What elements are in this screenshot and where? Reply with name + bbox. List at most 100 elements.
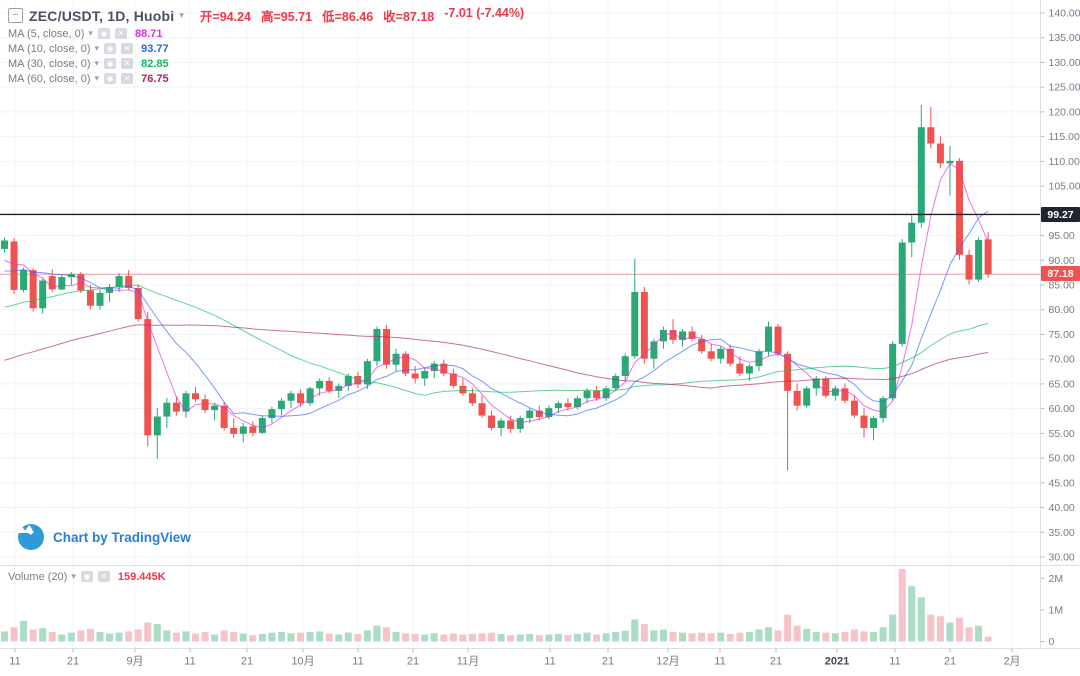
ma5-value: 88.71	[134, 27, 163, 40]
svg-text:21: 21	[944, 656, 956, 668]
svg-text:1M: 1M	[1049, 604, 1064, 616]
svg-text:35.00: 35.00	[1049, 527, 1075, 539]
ohlc-open: 开=94.24	[199, 10, 251, 24]
svg-text:60.00: 60.00	[1049, 403, 1075, 415]
svg-text:40.00: 40.00	[1049, 502, 1075, 514]
ma5-label: MA (5, close, 0)	[8, 27, 85, 40]
svg-text:21: 21	[67, 656, 79, 668]
svg-text:11: 11	[544, 656, 555, 668]
svg-text:21: 21	[241, 656, 253, 668]
volume-label: Volume (20)	[8, 570, 68, 583]
svg-text:30.00: 30.00	[1049, 552, 1075, 564]
svg-text:130.00: 130.00	[1049, 57, 1080, 69]
svg-text:50.00: 50.00	[1049, 453, 1075, 465]
svg-text:21: 21	[407, 656, 419, 668]
close-icon[interactable]: ✕	[121, 43, 134, 54]
chevron-down-icon[interactable]: ▾	[94, 58, 100, 68]
svg-text:85.00: 85.00	[1049, 280, 1075, 292]
tradingview-logo-icon	[18, 524, 44, 550]
svg-text:140.00: 140.00	[1049, 8, 1080, 20]
svg-text:11: 11	[714, 656, 725, 668]
svg-text:0: 0	[1049, 636, 1055, 648]
ma30-value: 82.85	[141, 57, 169, 70]
close-icon[interactable]: ✕	[121, 73, 134, 84]
svg-text:11月: 11月	[457, 656, 479, 668]
visibility-icon[interactable]: ◉	[104, 58, 117, 69]
visibility-icon[interactable]: ◉	[104, 43, 117, 54]
ma10-line	[4, 210, 989, 417]
visibility-icon[interactable]: ◉	[80, 571, 93, 582]
ma60-value: 76.75	[141, 72, 169, 85]
chevron-down-icon[interactable]: ▾	[94, 43, 100, 53]
ma5-line	[4, 162, 989, 429]
legend-collapse-icon[interactable]: −	[8, 8, 23, 23]
volume-legend-row[interactable]: Volume (20) ▾ ◉ ✕ 159.445K	[8, 569, 166, 584]
svg-text:2M: 2M	[1049, 573, 1064, 585]
svg-text:12月: 12月	[656, 656, 679, 668]
svg-text:9月: 9月	[126, 656, 143, 668]
ma60-legend-row[interactable]: MA (60, close, 0) ▾ ◉ ✕ 76.75	[8, 71, 169, 86]
indicator-legend: MA (5, close, 0) ▾ ◉ ✕ 88.71 MA (10, clo…	[8, 26, 169, 86]
ma10-value: 93.77	[141, 42, 169, 55]
close-icon[interactable]: ✕	[121, 58, 134, 69]
last-price-badge: 87.18	[1041, 266, 1080, 281]
chart-header: − ZEC/USDT, 1D, Huobi ▾ 开=94.24 高=95.71 …	[8, 6, 524, 25]
volume-value: 159.445K	[117, 570, 166, 583]
symbol-title[interactable]: ZEC/USDT, 1D, Huobi	[29, 7, 175, 24]
svg-text:11: 11	[9, 656, 20, 668]
svg-text:115.00: 115.00	[1049, 131, 1080, 143]
svg-text:65.00: 65.00	[1049, 378, 1075, 390]
svg-text:21: 21	[602, 656, 614, 668]
ohlc-low: 低=86.46	[322, 10, 374, 24]
svg-text:11: 11	[184, 656, 195, 668]
svg-text:45.00: 45.00	[1049, 477, 1075, 489]
close-icon[interactable]: ✕	[97, 571, 110, 582]
svg-text:110.00: 110.00	[1049, 156, 1080, 168]
svg-text:55.00: 55.00	[1049, 428, 1075, 440]
tradingview-attribution[interactable]: Chart by TradingView	[18, 524, 191, 550]
ma30-legend-row[interactable]: MA (30, close, 0) ▾ ◉ ✕ 82.85	[8, 56, 169, 71]
svg-text:95.00: 95.00	[1049, 230, 1075, 242]
svg-text:125.00: 125.00	[1049, 82, 1080, 94]
chevron-down-icon[interactable]: ▾	[88, 28, 93, 38]
ma60-label: MA (60, close, 0)	[8, 72, 91, 85]
ma5-legend-row[interactable]: MA (5, close, 0) ▾ ◉ ✕ 88.71	[8, 26, 169, 41]
ohlc-high: 高=95.71	[260, 10, 313, 24]
ma10-legend-row[interactable]: MA (10, close, 0) ▾ ◉ ✕ 93.77	[8, 41, 169, 56]
svg-text:135.00: 135.00	[1049, 32, 1080, 44]
ohlc-change: -7.01 (-7.44%)	[444, 6, 525, 20]
svg-text:90.00: 90.00	[1049, 255, 1075, 267]
chevron-down-icon[interactable]: ▾	[94, 73, 100, 83]
svg-text:80.00: 80.00	[1049, 304, 1075, 316]
visibility-icon[interactable]: ◉	[97, 28, 110, 39]
chevron-down-icon[interactable]: ▾	[71, 571, 76, 581]
svg-text:120.00: 120.00	[1049, 106, 1080, 118]
ma30-label: MA (30, close, 0)	[8, 57, 91, 70]
volume-bars-layer	[1, 568, 992, 642]
ma10-label: MA (10, close, 0)	[8, 42, 91, 55]
svg-text:2月: 2月	[1003, 656, 1020, 668]
ma60-line	[4, 324, 989, 389]
attribution-text[interactable]: Chart by TradingView	[53, 529, 191, 545]
time-axis[interactable]: 11 21 9月 11 21 10月 11 21 11月 11 21 12月 11 21 2021 11 21 2…	[9, 648, 1021, 668]
svg-text:11: 11	[352, 656, 363, 668]
svg-text:105.00: 105.00	[1049, 181, 1080, 193]
svg-text:10月: 10月	[291, 656, 314, 668]
price-axis[interactable]: 140.00 135.00 130.00 125.00 120.00 115.00 110.…	[1040, 8, 1080, 649]
svg-text:21: 21	[770, 656, 782, 668]
ohlc-readout: 开=94.24 高=95.71 低=86.46 收=87.18 -7.01 (-…	[200, 6, 524, 25]
chevron-down-icon[interactable]: ▾	[179, 10, 184, 20]
candles-layer	[1, 104, 992, 471]
svg-text:2021: 2021	[825, 656, 849, 668]
ohlc-close: 收=87.18	[383, 10, 435, 24]
close-icon[interactable]: ✕	[114, 28, 127, 39]
svg-text:75.00: 75.00	[1049, 329, 1075, 341]
grid-lines	[0, 0, 1041, 649]
visibility-icon[interactable]: ◉	[104, 73, 117, 84]
ma30-line	[4, 284, 989, 396]
high-price-badge: 99.27	[1041, 207, 1080, 222]
svg-text:70.00: 70.00	[1049, 354, 1075, 366]
svg-text:11: 11	[889, 656, 900, 668]
